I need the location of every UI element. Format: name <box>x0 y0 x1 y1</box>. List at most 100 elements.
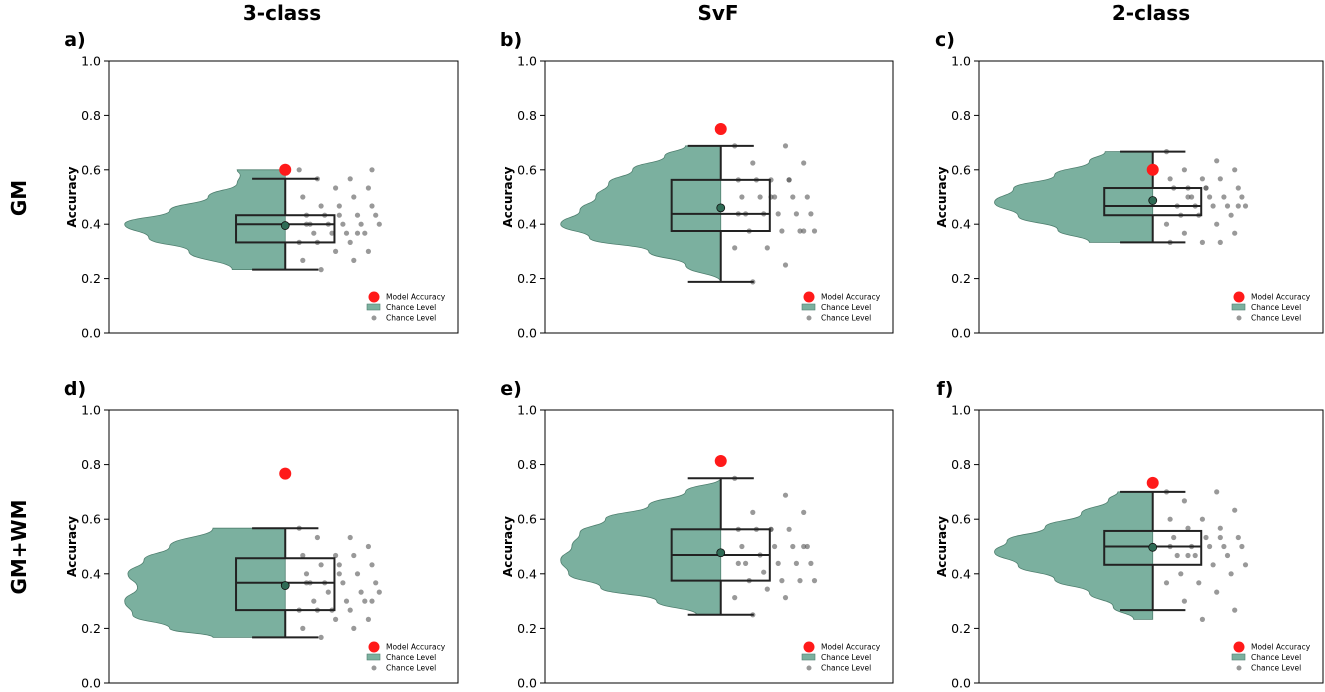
y-axis-label: Accuracy <box>935 516 949 577</box>
legend-model-marker <box>368 641 380 653</box>
y-axis-label: Accuracy <box>65 166 79 227</box>
chance-point <box>1232 230 1238 236</box>
y-tick-label: 1.0 <box>81 403 101 418</box>
y-tick-label: 0.8 <box>951 457 971 472</box>
legend-points-label: Chance Level <box>821 664 871 673</box>
y-axis-label: Accuracy <box>501 166 515 227</box>
y-tick-label: 0.0 <box>81 676 101 691</box>
legend-points-label: Chance Level <box>386 314 436 323</box>
chance-point <box>333 185 339 191</box>
chance-point <box>801 160 807 166</box>
chance-point <box>790 543 796 550</box>
column-title-2-class: 2-class <box>1112 1 1190 25</box>
chance-point <box>1221 543 1227 550</box>
chance-point <box>764 245 770 251</box>
y-axis-label: Accuracy <box>935 166 949 227</box>
chance-point <box>779 228 785 234</box>
chance-point <box>801 543 807 550</box>
chance-point <box>1171 534 1177 541</box>
chance-point <box>1178 571 1184 577</box>
chance-point <box>369 598 375 604</box>
chance-point <box>732 595 738 601</box>
chance-point <box>1203 185 1209 191</box>
chance-point <box>786 526 792 532</box>
chance-point <box>764 586 770 592</box>
chance-point <box>340 580 346 586</box>
model-accuracy-marker <box>714 123 727 135</box>
legend-model-label: Model Accuracy <box>821 643 881 652</box>
panel-label: e) <box>500 378 522 400</box>
violin-chance-level <box>994 151 1154 243</box>
violin-chance-level <box>124 169 286 271</box>
chance-point <box>347 534 353 541</box>
panel-f: f) Accuracy 0.0 0.2 0.4 0.6 0.8 1.0 Model Accura… <box>935 378 1324 691</box>
chance-point <box>1242 203 1249 209</box>
chance-point <box>340 221 346 227</box>
chance-point <box>314 534 320 541</box>
legend-points-marker <box>1236 315 1242 321</box>
legend-points-label: Chance Level <box>821 314 871 323</box>
chance-point <box>1235 185 1241 191</box>
y-tick-label: 0.8 <box>517 108 537 123</box>
chance-point <box>1214 221 1220 227</box>
legend-violin-swatch <box>366 653 381 661</box>
chance-point <box>797 578 803 584</box>
legend-model-label: Model Accuracy <box>1251 293 1311 302</box>
chance-point <box>1214 589 1220 595</box>
chance-point <box>1203 534 1209 541</box>
y-tick-label: 0.2 <box>517 271 537 286</box>
legend-violin-swatch <box>1231 303 1246 311</box>
chance-point <box>743 560 749 567</box>
chance-point <box>358 589 364 595</box>
legend-violin-label: Chance Level <box>386 303 436 312</box>
y-tick-label: 0.2 <box>951 271 971 286</box>
chance-point <box>775 560 781 567</box>
y-tick-label: 0.6 <box>951 162 971 177</box>
chance-point <box>808 560 814 567</box>
chance-point <box>786 177 792 183</box>
chance-point <box>1207 194 1213 200</box>
chance-point <box>362 598 368 604</box>
chance-point <box>336 571 342 577</box>
chance-point <box>369 562 375 568</box>
chance-point <box>793 211 800 217</box>
chance-point <box>1199 616 1205 623</box>
panel-label: a) <box>64 29 86 51</box>
model-accuracy-marker <box>714 455 727 468</box>
legend-points-marker <box>371 665 377 671</box>
y-tick-label: 1.0 <box>951 54 971 69</box>
chance-point <box>300 257 306 263</box>
row-title-gm: GM <box>7 180 31 216</box>
chance-point <box>808 211 814 217</box>
legend-model-marker <box>803 641 815 653</box>
chance-point <box>757 194 763 200</box>
axes-frame <box>544 60 894 334</box>
chance-point <box>804 543 810 550</box>
chance-point <box>333 616 339 623</box>
chance-point <box>365 248 371 254</box>
legend-model-label: Model Accuracy <box>1251 643 1311 652</box>
legend-violin-swatch <box>366 303 381 311</box>
chance-point <box>782 143 789 149</box>
chance-point <box>318 562 324 568</box>
chance-point <box>318 267 324 273</box>
row-title-gm-wm: GM+WM <box>7 499 31 594</box>
chance-point <box>1232 507 1238 513</box>
y-tick-label: 0.0 <box>951 676 971 691</box>
chance-point <box>347 607 353 613</box>
legend-violin-label: Chance Level <box>1251 653 1301 662</box>
chance-point <box>296 167 302 173</box>
chance-mean-marker <box>716 203 726 213</box>
panel-label: f) <box>937 378 954 400</box>
chance-point <box>354 571 361 577</box>
y-tick-label: 0.0 <box>951 326 971 341</box>
chance-point <box>1239 543 1245 550</box>
chance-point <box>1163 580 1170 586</box>
legend-violin-label: Chance Level <box>386 653 436 662</box>
legend-violin-swatch <box>1231 653 1246 661</box>
chance-point <box>347 239 353 245</box>
chance-point <box>369 203 375 209</box>
